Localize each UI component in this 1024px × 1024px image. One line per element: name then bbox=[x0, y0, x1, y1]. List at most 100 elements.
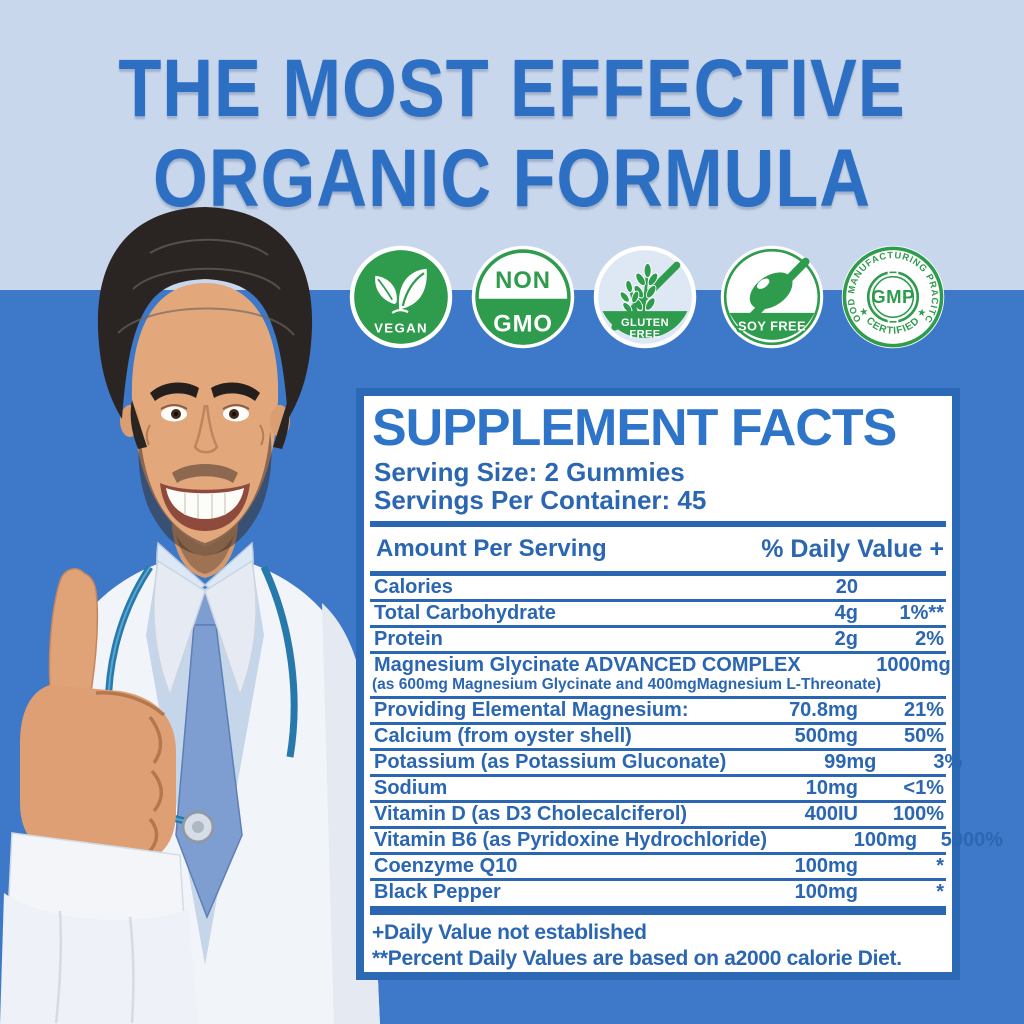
nutrient-name: Calories bbox=[374, 576, 453, 598]
nutrient-name: Black Pepper bbox=[374, 881, 501, 903]
badge-gmp-certified: GOOD MANUFACTURING PRACITCE GMP ★ CERTIF… bbox=[840, 244, 946, 350]
facts-row: Total Carbohydrate 4g 1%** bbox=[370, 602, 946, 628]
facts-row: Calories 20 bbox=[370, 576, 946, 602]
coat-lapel bbox=[153, 559, 206, 698]
wheat-icon: GLUTEN FREE bbox=[593, 245, 697, 349]
nutrient-daily-value: * bbox=[951, 655, 1024, 676]
vegan-leaf-icon: VEGAN bbox=[349, 245, 453, 349]
nutrient-name: Vitamin D (as D3 Cholecalciferol) bbox=[374, 803, 688, 825]
facts-row: Calcium (from oyster shell) 500mg 50% bbox=[370, 725, 946, 751]
nutrient-name: Magnesium Glycinate ADVANCED COMPLEX bbox=[374, 654, 801, 676]
badge-gluten-free: GLUTEN FREE bbox=[592, 244, 698, 350]
serving-size: Serving Size: 2 Gummies bbox=[374, 457, 685, 487]
nutrient-amount: 2g bbox=[834, 628, 858, 650]
nutrient-amount: 4g bbox=[834, 602, 858, 624]
servings-per-container: Servings Per Container: 45 bbox=[374, 485, 707, 515]
facts-rows: Calories 20 Total Carbohydrate 4g 1%** P… bbox=[370, 576, 1003, 904]
nutrient-amount: 500mg bbox=[794, 725, 858, 747]
footnote-percent: **Percent Daily Values are based on a200… bbox=[372, 947, 902, 970]
svg-text:SOY FREE: SOY FREE bbox=[738, 319, 806, 334]
title-line-1: THE MOST EFFECTIVE bbox=[118, 43, 906, 134]
footnote-daily-value: +Daily Value not established bbox=[372, 921, 647, 944]
nutrient-name: Providing Elemental Magnesium: bbox=[374, 699, 689, 721]
facts-title: SUPPLEMENT FACTS bbox=[372, 399, 897, 457]
badge-non-gmo: NON GMO bbox=[470, 244, 576, 350]
facts-table-header: Amount Per Serving % Daily Value + bbox=[370, 527, 946, 571]
doctor-hair bbox=[97, 207, 313, 419]
divider bbox=[370, 906, 946, 915]
nutrient-name: Protein bbox=[374, 628, 443, 650]
beard bbox=[138, 431, 272, 556]
doctor-photo bbox=[0, 207, 380, 1024]
nutrient-daily-value: 21% bbox=[903, 699, 944, 721]
nutrient-amount: 20 bbox=[835, 576, 858, 598]
face bbox=[131, 283, 279, 547]
facts-row: Providing Elemental Magnesium: 70.8mg 21… bbox=[370, 699, 946, 725]
facts-row: Potassium (as Potassium Gluconate) 99mg … bbox=[370, 751, 962, 777]
tie bbox=[175, 624, 243, 920]
nutrient-daily-value: 2% bbox=[915, 628, 944, 650]
title-line-2: ORGANIC FORMULA bbox=[152, 133, 872, 224]
divider bbox=[370, 521, 946, 527]
mustache bbox=[172, 464, 238, 483]
page-title: THE MOST EFFECTIVE ORGANIC FORMULA bbox=[0, 44, 1024, 224]
nutrient-name: Potassium (as Potassium Gluconate) bbox=[374, 751, 727, 773]
eye-left bbox=[160, 404, 188, 422]
daily-value-header: % Daily Value + bbox=[761, 534, 944, 563]
nutrient-daily-value: * bbox=[936, 881, 944, 903]
eyebrow bbox=[211, 382, 260, 401]
svg-text:VEGAN: VEGAN bbox=[374, 320, 428, 335]
nutrient-daily-value: 5000% bbox=[940, 829, 1004, 851]
nutrient-amount: 100mg bbox=[853, 829, 918, 851]
nutrient-daily-value: 3% bbox=[933, 751, 963, 773]
fist bbox=[20, 685, 176, 865]
nutrient-amount: 1000mg bbox=[876, 654, 951, 676]
svg-text:GLUTEN: GLUTEN bbox=[621, 317, 669, 329]
nutrient-amount: 99mg bbox=[824, 751, 877, 773]
nutrient-note: (as 600mg Magnesium Glycinate and 400mgM… bbox=[372, 676, 882, 693]
nutrient-name: Vitamin B6 (as Pyridoxine Hydrochloride) bbox=[374, 829, 768, 851]
facts-row: Sodium 10mg <1% bbox=[370, 777, 946, 803]
nutrient-amount: 100mg bbox=[794, 881, 858, 903]
eyebrow bbox=[150, 382, 199, 401]
hair-highlights bbox=[117, 238, 295, 336]
svg-text:GMO: GMO bbox=[493, 310, 553, 337]
thumbs-up-hand bbox=[0, 568, 198, 1024]
nutrient-daily-value: <1% bbox=[903, 777, 944, 799]
badge-vegan: VEGAN bbox=[348, 244, 454, 350]
nutrient-name: Coenzyme Q10 bbox=[374, 855, 518, 877]
badge-soy-free: SOY FREE bbox=[719, 244, 825, 350]
nutrient-name: Sodium bbox=[374, 777, 448, 799]
facts-row: Vitamin D (as D3 Cholecalciferol) 400IU … bbox=[370, 803, 946, 829]
nutrient-name: Calcium (from oyster shell) bbox=[374, 725, 632, 747]
nutrient-name: Total Carbohydrate bbox=[374, 602, 556, 624]
facts-row: Vitamin B6 (as Pyridoxine Hydrochloride)… bbox=[370, 829, 1003, 855]
nutrient-daily-value: 1%** bbox=[899, 602, 944, 624]
facts-row: Protein 2g 2% bbox=[370, 628, 946, 654]
amount-per-serving-header: Amount Per Serving bbox=[376, 535, 607, 562]
soybean-icon: SOY FREE bbox=[720, 245, 824, 349]
non-gmo-icon: NON GMO bbox=[471, 245, 575, 349]
teeth-lines bbox=[184, 492, 226, 518]
nutrient-daily-value: 100% bbox=[892, 803, 944, 825]
divider bbox=[370, 571, 946, 576]
nose bbox=[193, 404, 219, 454]
nutrient-amount: 100mg bbox=[794, 855, 858, 877]
svg-text:FREE: FREE bbox=[629, 329, 660, 341]
nutrient-amount: 400IU bbox=[804, 803, 858, 825]
eye-right bbox=[222, 404, 250, 422]
sleeve bbox=[0, 893, 198, 1024]
svg-text:GMP: GMP bbox=[871, 286, 915, 307]
nutrient-daily-value: 50% bbox=[903, 725, 944, 747]
svg-text:NON: NON bbox=[495, 267, 551, 294]
gmp-seal-icon: GOOD MANUFACTURING PRACITCE GMP ★ CERTIF… bbox=[840, 244, 945, 349]
nutrient-amount: 70.8mg bbox=[789, 699, 858, 721]
supplement-facts-panel: SUPPLEMENT FACTS Serving Size: 2 Gummies… bbox=[356, 388, 1003, 980]
facts-row: Black Pepper 100mg * bbox=[370, 881, 946, 904]
coat-lapel bbox=[204, 559, 257, 698]
facts-row: Coenzyme Q10 100mg * bbox=[370, 855, 946, 881]
thumb bbox=[48, 568, 99, 698]
nutrient-daily-value: * bbox=[936, 855, 944, 877]
facts-row: Magnesium Glycinate ADVANCED COMPLEX 100… bbox=[370, 654, 951, 699]
